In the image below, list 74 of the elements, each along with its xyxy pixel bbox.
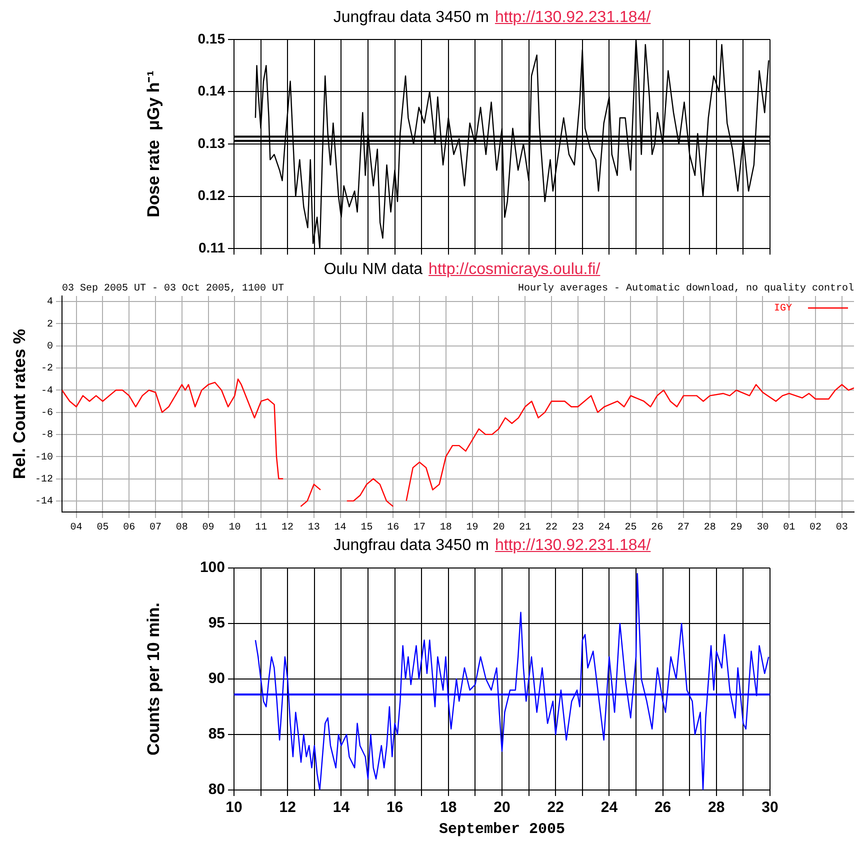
- x-tick-label: 11: [255, 522, 268, 534]
- x-tick-label: 16: [386, 799, 404, 816]
- x-tick-label: 29: [730, 522, 742, 534]
- y-tick-label: 0.11: [198, 239, 226, 256]
- x-tick-label: 28: [704, 522, 716, 534]
- chart-subtitle: http://130.92.231.184/: [494, 9, 651, 26]
- y-tick-label: 80: [208, 781, 225, 798]
- x-tick-label: 30: [762, 799, 778, 816]
- x-tick-label: 12: [279, 799, 296, 816]
- x-tick-label: 28: [708, 799, 725, 816]
- x-tick-label: 03: [836, 522, 848, 534]
- x-tick-label: 12: [281, 522, 294, 534]
- chart-subtitle: http://cosmicrays.oulu.fi/: [428, 261, 600, 278]
- x-tick-label: 09: [202, 522, 214, 534]
- x-tick-label: 15: [360, 522, 373, 534]
- x-tick-label: 24: [600, 799, 618, 816]
- y-tick-label: 2: [46, 319, 53, 330]
- y-tick-label: 4: [46, 297, 53, 308]
- x-tick-label: 08: [176, 522, 188, 534]
- y-axis-title: Dose rate μGy h⁻¹: [144, 70, 163, 218]
- x-tick-label: 06: [123, 522, 136, 534]
- x-tick-label: 18: [440, 522, 452, 534]
- chart-title: Oulu NM data: [324, 261, 423, 278]
- chart-subtitle: http://130.92.231.184/: [494, 537, 651, 554]
- y-tick-label: -12: [34, 474, 53, 486]
- x-tick-label: 20: [494, 799, 510, 816]
- y-tick-label: 0.15: [198, 30, 226, 46]
- y-axis-title: Rel. Count rates %: [10, 328, 29, 480]
- y-tick-label: 95: [208, 614, 225, 632]
- x-tick-label: 21: [519, 522, 532, 534]
- y-tick-label: 0.13: [198, 134, 226, 151]
- x-tick-label: 22: [545, 522, 558, 534]
- x-tick-label: 30: [756, 522, 769, 534]
- x-tick-label: 23: [572, 522, 584, 534]
- text: Hourly averages - Automatic download, no quality control: [518, 282, 854, 295]
- x-tick-label: 19: [466, 522, 478, 534]
- x-tick-label: 14: [334, 522, 346, 534]
- x-tick-label: 14: [332, 799, 350, 816]
- y-tick-label: -4: [40, 386, 53, 397]
- y-tick-label: 85: [208, 726, 225, 743]
- y-tick-label: -14: [34, 496, 53, 508]
- x-tick-label: 20: [492, 522, 505, 534]
- x-tick-label: 18: [440, 799, 457, 816]
- x-tick-label: 22: [547, 799, 564, 816]
- x-tick-label: 02: [809, 522, 822, 534]
- x-tick-label: 04: [70, 522, 82, 534]
- y-tick-label: 90: [208, 670, 225, 688]
- x-tick-label: 26: [651, 522, 664, 534]
- x-tick-label: 13: [308, 522, 320, 534]
- legend-label: IGY: [774, 304, 792, 315]
- y-tick-label: -2: [40, 364, 53, 375]
- x-tick-label: 05: [96, 522, 109, 534]
- y-tick-label: 0.12: [198, 187, 226, 204]
- y-tick-label: -10: [34, 452, 53, 464]
- y-tick-label: 0.14: [198, 82, 226, 99]
- x-tick-label: 10: [228, 522, 241, 534]
- y-tick-label: 0: [46, 341, 53, 352]
- x-tick-label: 07: [149, 522, 162, 534]
- x-tick-label: 16: [387, 522, 400, 534]
- x-tick-label: 26: [654, 799, 672, 816]
- y-tick-label: -8: [40, 430, 53, 442]
- x-tick-label: 27: [677, 522, 690, 534]
- chart-title: Jungfrau data 3450 m: [333, 537, 489, 554]
- chart-title: Jungfrau data 3450 m: [333, 9, 489, 26]
- x-tick-label: 10: [226, 799, 242, 816]
- x-tick-label: 17: [413, 522, 426, 534]
- y-axis-title: Counts per 10 min.: [144, 602, 163, 756]
- x-tick-label: 25: [624, 522, 637, 534]
- text: 03 Sep 2005 UT - 03 Oct 2005, 1100 UT: [62, 284, 284, 295]
- x-tick-label: 01: [783, 522, 796, 534]
- x-tick-label: 24: [598, 522, 610, 534]
- y-tick-label: -6: [40, 408, 53, 419]
- x-axis-title: September 2005: [438, 820, 566, 838]
- y-tick-label: 100: [200, 559, 225, 576]
